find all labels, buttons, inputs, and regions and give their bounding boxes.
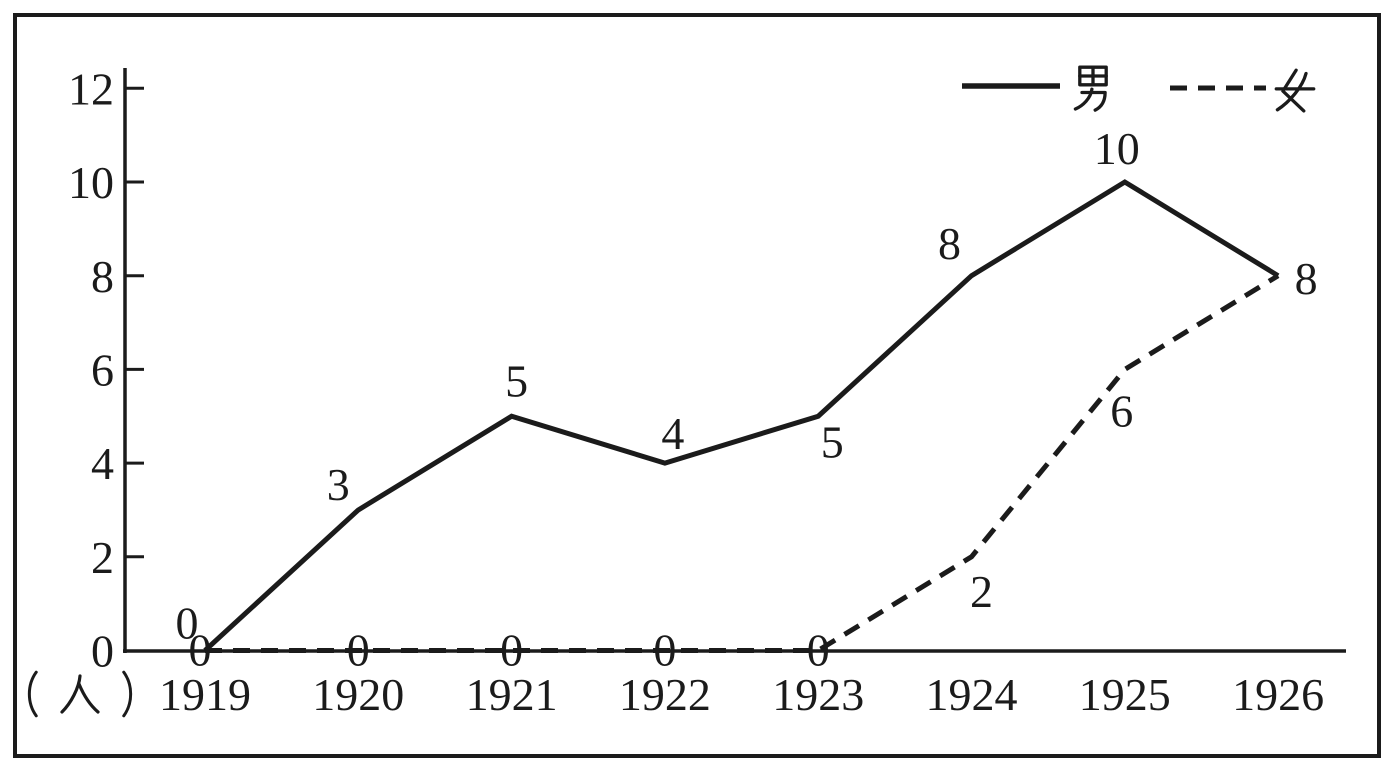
x-tick-label-1926: 1926 bbox=[1232, 669, 1324, 720]
point-label-male-1925: 10 bbox=[1094, 123, 1140, 174]
x-tick-label-1922: 1922 bbox=[619, 669, 711, 720]
x-tick-label-1920: 1920 bbox=[312, 669, 404, 720]
y-tick-label-8: 8 bbox=[91, 251, 114, 302]
x-tick-label-1921: 1921 bbox=[466, 669, 558, 720]
y-axis-unit-char-1 bbox=[60, 674, 100, 714]
x-tick-label-1924: 1924 bbox=[926, 669, 1018, 720]
legend-female-label bbox=[1274, 68, 1316, 113]
y-tick-label-4: 4 bbox=[91, 438, 114, 489]
legend bbox=[962, 83, 1266, 91]
point-label-male-1919: 0 bbox=[176, 598, 199, 649]
point-label-female-1921: 0 bbox=[500, 625, 523, 676]
point-label-female-1920: 0 bbox=[347, 625, 370, 676]
y-axis-unit-char-0 bbox=[27, 670, 38, 718]
point-label-male-1926: 8 bbox=[1295, 253, 1318, 304]
y-tick-label-0: 0 bbox=[91, 626, 114, 677]
y-tick-label-2: 2 bbox=[91, 532, 114, 583]
point-label-female-1919: 0 bbox=[189, 625, 212, 676]
y-tick-label-12: 12 bbox=[68, 63, 114, 114]
x-tick-label-1925: 1925 bbox=[1079, 669, 1171, 720]
x-tick-label-1923: 1923 bbox=[772, 669, 864, 720]
point-label-female-1925: 6 bbox=[1110, 386, 1133, 437]
point-label-female-1924: 2 bbox=[970, 566, 993, 617]
point-label-female-1922: 0 bbox=[653, 625, 676, 676]
point-label-male-1923: 5 bbox=[821, 416, 844, 467]
point-label-male-1924: 8 bbox=[938, 218, 961, 269]
point-label-female-1923: 0 bbox=[807, 625, 830, 676]
legend-male-label bbox=[1073, 65, 1108, 112]
x-tick-label-1919: 1919 bbox=[159, 669, 251, 720]
female-line bbox=[205, 273, 1280, 653]
point-label-male-1920: 3 bbox=[327, 459, 350, 510]
y-tick-label-10: 10 bbox=[68, 157, 114, 208]
point-label-male-1922: 4 bbox=[661, 408, 684, 459]
chart-frame bbox=[13, 13, 1381, 758]
point-label-male-1921: 5 bbox=[505, 355, 528, 406]
male-line bbox=[203, 179, 1280, 653]
y-tick-label-6: 6 bbox=[91, 345, 114, 396]
y-axis-unit-char-2 bbox=[122, 670, 133, 718]
